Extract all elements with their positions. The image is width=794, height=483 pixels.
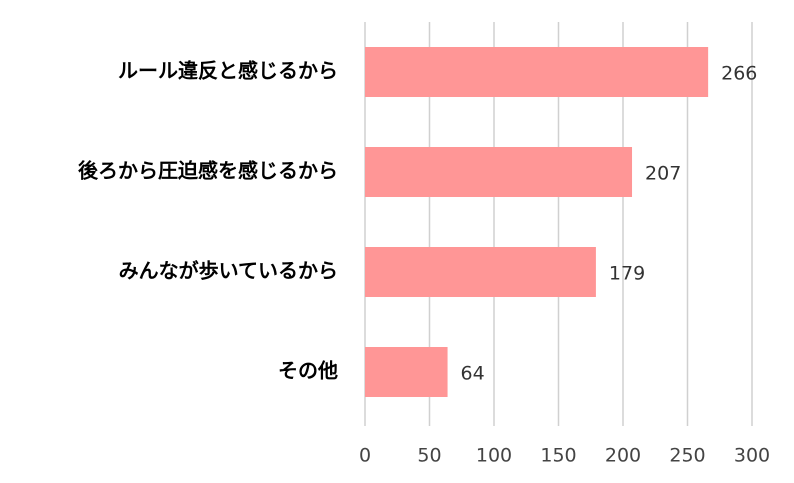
bar	[365, 247, 596, 297]
x-tick-label: 200	[605, 445, 641, 467]
category-label: みんなが歩いているから	[119, 259, 338, 283]
value-label: 64	[461, 363, 485, 385]
category-label: その他	[278, 359, 338, 383]
x-tick-label: 50	[417, 445, 441, 467]
x-tick-label: 0	[359, 445, 371, 467]
x-tick-label: 150	[540, 445, 576, 467]
x-tick-label: 300	[734, 445, 770, 467]
x-tick-label: 100	[476, 445, 512, 467]
x-tick-label: 250	[669, 445, 705, 467]
bar	[365, 147, 633, 197]
category-label: ルール違反と感じるから	[118, 59, 338, 83]
bar	[365, 47, 709, 97]
category-label: 後ろから圧迫感を感じるから	[78, 159, 338, 183]
bar	[365, 347, 448, 397]
value-label: 266	[721, 63, 757, 85]
value-label: 179	[609, 263, 645, 285]
value-label: 207	[645, 163, 681, 185]
